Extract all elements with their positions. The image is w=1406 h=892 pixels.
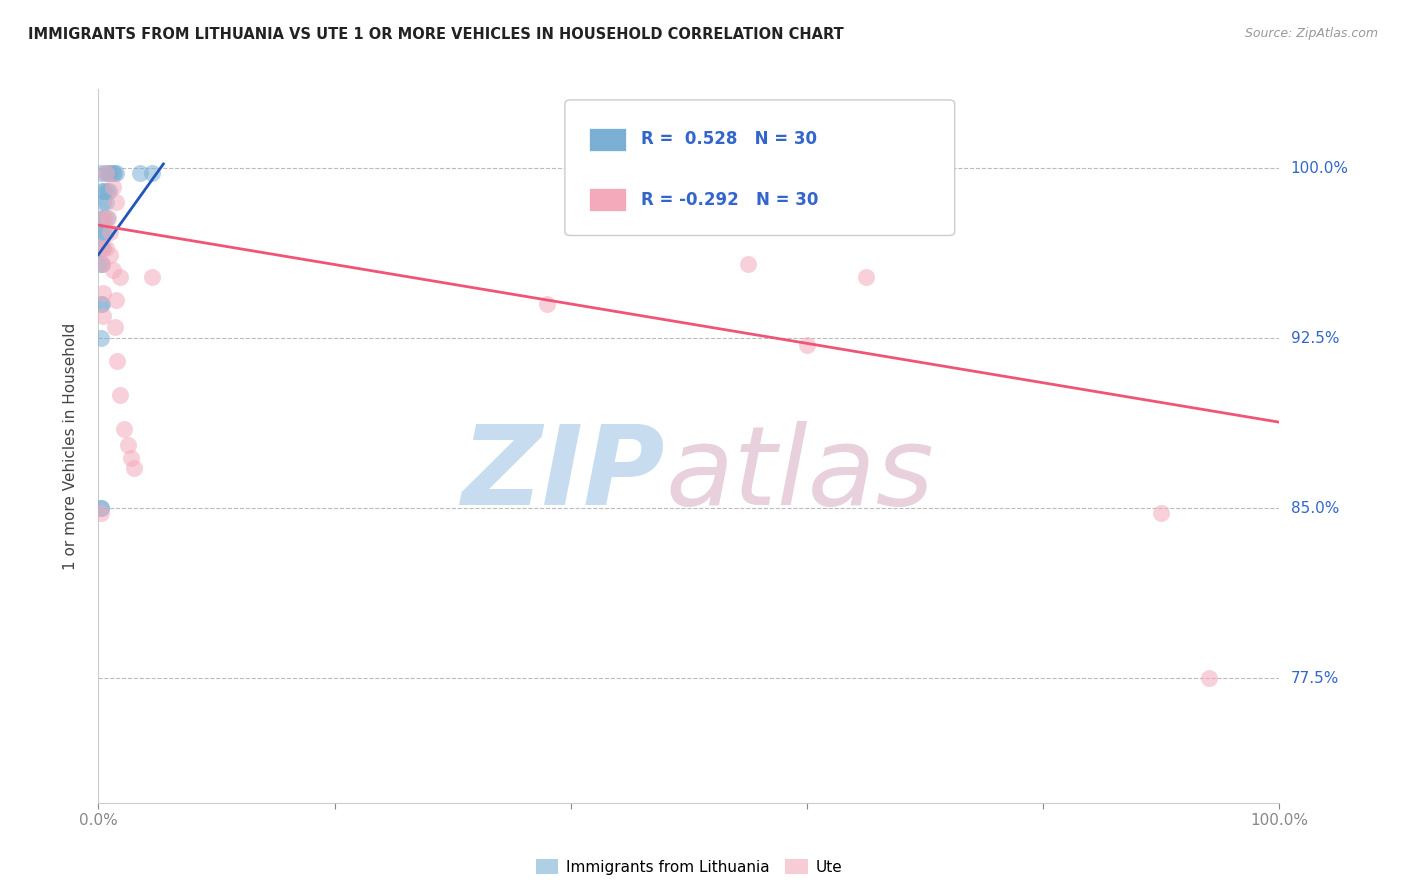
Point — [90, 257, 112, 271]
Legend: Immigrants from Lithuania, Ute: Immigrants from Lithuania, Ute — [530, 853, 848, 880]
Point — [93, 211, 115, 226]
Point — [91, 225, 114, 239]
Point — [117, 438, 139, 452]
Text: Source: ZipAtlas.com: Source: ZipAtlas.com — [1244, 27, 1378, 40]
Point — [94, 166, 117, 180]
Point — [94, 241, 117, 255]
Point — [1198, 671, 1220, 685]
Point — [91, 309, 114, 323]
Point — [97, 166, 120, 180]
Point — [98, 184, 121, 198]
Point — [91, 241, 114, 255]
Point — [855, 270, 877, 285]
Point — [91, 195, 114, 210]
Point — [91, 257, 114, 271]
Point — [112, 422, 135, 436]
Point — [103, 166, 125, 180]
Y-axis label: 1 or more Vehicles in Household: 1 or more Vehicles in Household — [63, 322, 77, 570]
Point — [90, 225, 112, 239]
Text: atlas: atlas — [665, 421, 934, 528]
Point — [91, 286, 114, 301]
Point — [98, 247, 121, 261]
Point — [90, 166, 112, 180]
Point — [90, 501, 112, 516]
Point — [796, 338, 818, 352]
Text: R =  0.528   N = 30: R = 0.528 N = 30 — [641, 130, 817, 148]
Point — [141, 270, 163, 285]
Point — [94, 225, 117, 239]
Point — [97, 211, 120, 226]
Point — [121, 451, 143, 466]
Point — [122, 460, 145, 475]
Point — [94, 195, 117, 210]
Point — [90, 297, 112, 311]
Point — [105, 195, 128, 210]
Point — [105, 293, 128, 307]
Point — [94, 166, 117, 180]
Point — [104, 320, 127, 334]
Point — [108, 270, 131, 285]
Point — [108, 388, 131, 402]
Point — [91, 241, 114, 255]
Point — [536, 297, 558, 311]
Text: 92.5%: 92.5% — [1291, 331, 1339, 346]
Text: 100.0%: 100.0% — [1291, 161, 1348, 176]
Point — [1150, 506, 1173, 520]
Point — [93, 211, 115, 226]
FancyBboxPatch shape — [589, 128, 626, 151]
Point — [90, 501, 112, 516]
FancyBboxPatch shape — [565, 100, 955, 235]
Point — [91, 211, 114, 226]
Point — [101, 179, 124, 194]
Text: ZIP: ZIP — [461, 421, 665, 528]
Point — [141, 166, 163, 180]
Text: 85.0%: 85.0% — [1291, 500, 1339, 516]
Point — [105, 166, 128, 180]
Point — [96, 211, 118, 226]
Point — [90, 241, 112, 255]
FancyBboxPatch shape — [589, 188, 626, 211]
Point — [91, 257, 114, 271]
Point — [91, 297, 114, 311]
Point — [90, 331, 112, 345]
Text: IMMIGRANTS FROM LITHUANIA VS UTE 1 OR MORE VEHICLES IN HOUSEHOLD CORRELATION CHA: IMMIGRANTS FROM LITHUANIA VS UTE 1 OR MO… — [28, 27, 844, 42]
Point — [105, 354, 128, 368]
Point — [101, 166, 124, 180]
Point — [98, 225, 121, 239]
Text: R = -0.292   N = 30: R = -0.292 N = 30 — [641, 191, 818, 209]
Point — [96, 184, 118, 198]
Point — [128, 166, 150, 180]
Point — [737, 257, 759, 271]
Text: 77.5%: 77.5% — [1291, 671, 1339, 686]
Point — [90, 506, 112, 520]
Point — [91, 184, 114, 198]
Point — [93, 184, 115, 198]
Point — [98, 166, 121, 180]
Point — [101, 263, 124, 277]
